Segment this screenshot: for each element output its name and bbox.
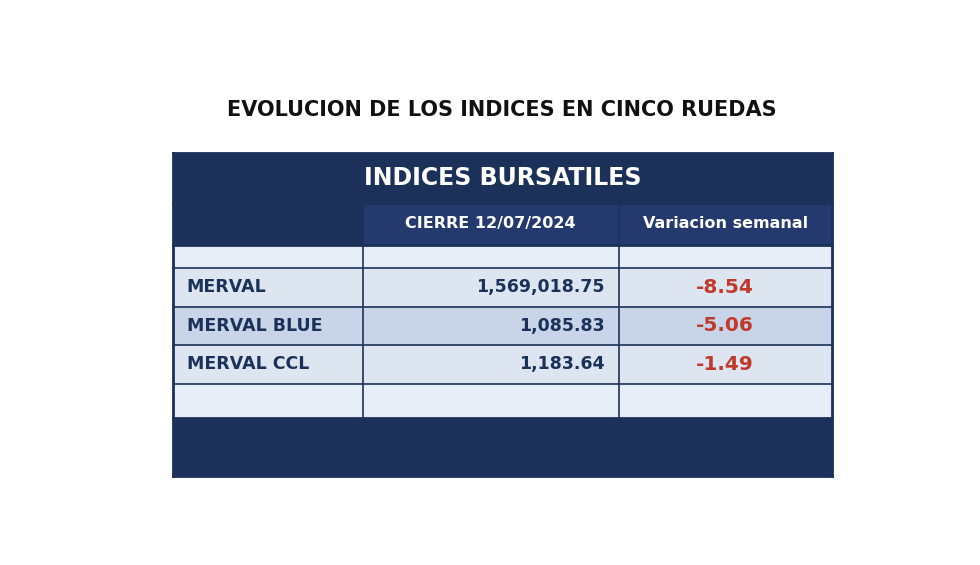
Text: MERVAL: MERVAL	[187, 278, 267, 296]
Text: INDICES BURSATILES: INDICES BURSATILES	[364, 166, 641, 189]
Bar	[172, 384, 832, 418]
Bar	[172, 245, 832, 268]
Text: MERVAL BLUE: MERVAL BLUE	[187, 317, 322, 334]
Text: -8.54: -8.54	[696, 278, 754, 297]
Text: 1,085.83: 1,085.83	[519, 317, 605, 334]
Bar	[172, 345, 832, 384]
Text: Variacion semanal: Variacion semanal	[643, 216, 808, 231]
Text: -1.49: -1.49	[696, 355, 754, 374]
Bar	[172, 153, 832, 202]
Text: 1,569,018.75: 1,569,018.75	[476, 278, 605, 296]
Bar	[172, 418, 832, 476]
Bar	[172, 306, 832, 345]
Text: -5.06: -5.06	[696, 316, 754, 335]
Text: MERVAL CCL: MERVAL CCL	[187, 355, 310, 373]
Bar	[363, 202, 832, 245]
Text: EVOLUCION DE LOS INDICES EN CINCO RUEDAS: EVOLUCION DE LOS INDICES EN CINCO RUEDAS	[227, 100, 777, 120]
Bar	[172, 268, 832, 306]
Bar	[172, 202, 363, 245]
Text: 1,183.64: 1,183.64	[519, 355, 605, 373]
Text: CIERRE 12/07/2024: CIERRE 12/07/2024	[406, 216, 576, 231]
